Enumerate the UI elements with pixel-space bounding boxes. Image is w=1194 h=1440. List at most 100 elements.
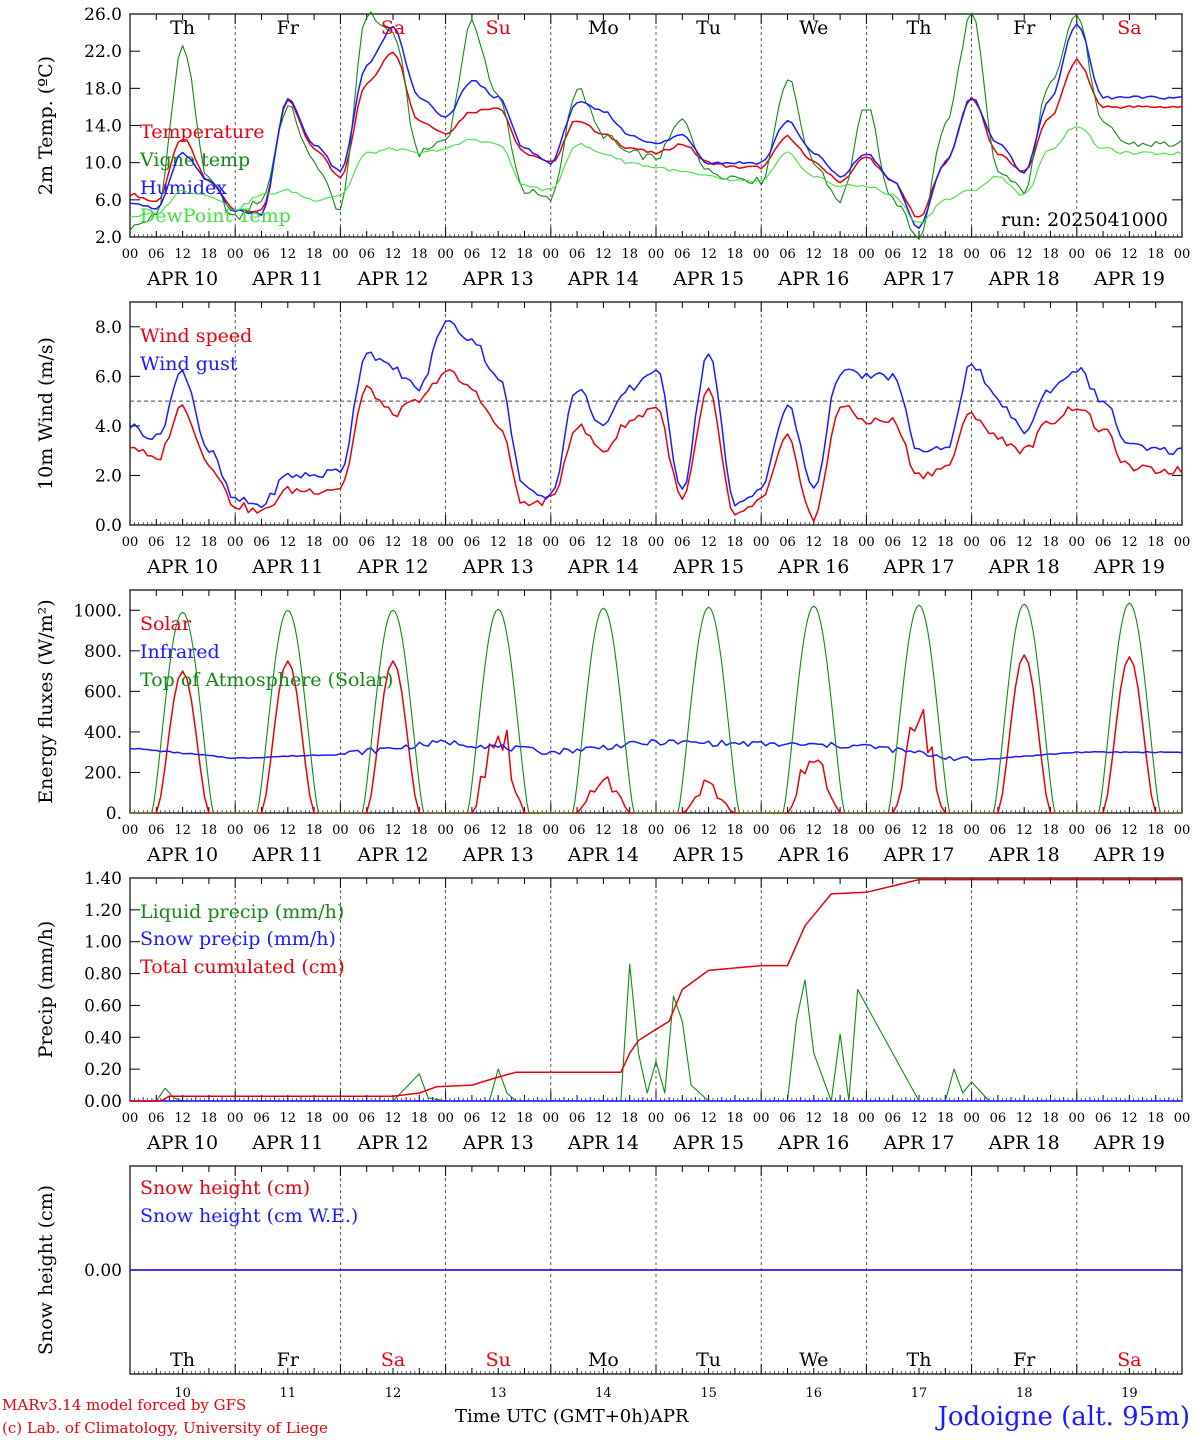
hour-tick-label: 00 [1174, 823, 1191, 838]
y-tick-label: 2.0 [95, 466, 122, 486]
hour-tick-label: 18 [411, 1111, 428, 1126]
hour-tick-label: 12 [385, 823, 402, 838]
date-label: APR 19 [1093, 844, 1165, 866]
day-number-label: 16 [806, 1386, 823, 1401]
weekday-label: Tu [696, 17, 721, 39]
y-tick-label: 6.0 [95, 367, 122, 387]
hour-tick-label: 00 [858, 247, 875, 262]
y-axis-title: 2m Temp. (ºC) [35, 56, 57, 195]
hour-tick-label: 12 [1016, 535, 1033, 550]
y-tick-label: 14.0 [84, 117, 122, 137]
date-label: APR 14 [567, 844, 639, 866]
date-label: APR 10 [146, 556, 218, 578]
hour-tick-label: 12 [174, 247, 191, 262]
hour-tick-label: 18 [1147, 247, 1164, 262]
hour-tick-label: 12 [595, 247, 612, 262]
date-label: APR 14 [567, 1132, 639, 1154]
hour-tick-label: 06 [674, 1111, 691, 1126]
hour-tick-label: 06 [464, 535, 481, 550]
y-tick-label: 0.20 [84, 1060, 122, 1080]
hour-tick-label: 00 [437, 1111, 454, 1126]
y-tick-label: 8.0 [95, 318, 122, 338]
hour-tick-label: 18 [201, 823, 218, 838]
day-number-label: 10 [174, 1386, 191, 1401]
hour-tick-label: 18 [201, 535, 218, 550]
day-number-label: 13 [490, 1386, 507, 1401]
hour-tick-label: 06 [674, 535, 691, 550]
hour-tick-label: 12 [1016, 823, 1033, 838]
hour-tick-label: 00 [122, 823, 139, 838]
hour-tick-label: 18 [516, 823, 533, 838]
hour-tick-label: 06 [148, 247, 165, 262]
date-label: APR 11 [251, 268, 323, 290]
hour-tick-label: 18 [727, 247, 744, 262]
hour-tick-label: 00 [122, 535, 139, 550]
y-tick-label: 0.00 [84, 1261, 122, 1281]
hour-tick-label: 12 [595, 823, 612, 838]
hour-tick-label: 06 [990, 535, 1007, 550]
hour-tick-label: 18 [1042, 823, 1059, 838]
weekday-label: Sa [1117, 17, 1141, 39]
hour-tick-label: 00 [122, 1111, 139, 1126]
date-label: APR 18 [988, 556, 1060, 578]
hour-tick-label: 00 [963, 247, 980, 262]
hour-tick-label: 00 [227, 535, 244, 550]
date-label: APR 10 [146, 844, 218, 866]
hour-tick-label: 06 [1095, 535, 1112, 550]
hour-tick-label: 12 [1121, 247, 1138, 262]
series-line-1-0 [129, 369, 1183, 523]
y-tick-label: 0.0 [95, 516, 122, 536]
hour-tick-label: 12 [911, 1111, 928, 1126]
hour-tick-label: 18 [306, 247, 323, 262]
y-tick-label: 2.0 [95, 228, 122, 248]
hour-tick-label: 06 [884, 535, 901, 550]
hour-tick-label: 12 [174, 535, 191, 550]
day-number-label: 19 [1121, 1386, 1138, 1401]
hour-tick-label: 12 [1121, 1111, 1138, 1126]
hour-tick-label: 12 [490, 823, 507, 838]
plot-frame-2 [129, 589, 1183, 814]
hour-tick-label: 12 [174, 823, 191, 838]
hour-tick-label: 12 [806, 535, 823, 550]
date-label: APR 11 [251, 844, 323, 866]
series-line-2-2 [130, 602, 1182, 814]
date-label: APR 19 [1093, 556, 1165, 578]
weekday-label: Th [170, 1349, 195, 1371]
weekday-label: Fr [1013, 17, 1036, 39]
hour-tick-label: 18 [1147, 535, 1164, 550]
hour-tick-label: 18 [727, 1111, 744, 1126]
y-tick-label: 10.0 [84, 154, 122, 174]
hour-tick-label: 00 [648, 535, 665, 550]
legend-label: Temperature [140, 121, 264, 143]
hour-tick-label: 06 [464, 823, 481, 838]
hour-tick-label: 18 [1042, 535, 1059, 550]
date-label: APR 12 [356, 268, 428, 290]
hour-tick-label: 18 [937, 247, 954, 262]
y-tick-label: 200. [84, 763, 122, 783]
y-axis-title: Snow height (cm) [35, 1185, 57, 1355]
legend-label: DewPoint Temp [140, 205, 291, 227]
date-label: APR 14 [567, 556, 639, 578]
hour-tick-label: 00 [753, 823, 770, 838]
hour-tick-label: 00 [543, 823, 560, 838]
hour-tick-label: 06 [148, 535, 165, 550]
hour-tick-label: 06 [148, 823, 165, 838]
legend-label: Snow height (cm) [140, 1177, 310, 1199]
legend-label: Top of Atmosphere (Solar) [140, 669, 393, 691]
date-label: APR 10 [146, 1132, 218, 1154]
hour-tick-label: 06 [1095, 823, 1112, 838]
y-axis-title: Precip (mm/h) [35, 921, 57, 1059]
date-label: APR 12 [356, 1132, 428, 1154]
legend-label: Humidex [140, 177, 227, 199]
hour-tick-label: 18 [832, 823, 849, 838]
hour-tick-label: 00 [648, 1111, 665, 1126]
hour-tick-label: 18 [411, 823, 428, 838]
hour-tick-label: 12 [700, 247, 717, 262]
date-label: APR 13 [462, 556, 534, 578]
hour-tick-label: 00 [753, 535, 770, 550]
date-label: APR 12 [356, 556, 428, 578]
hour-tick-label: 06 [253, 1111, 270, 1126]
date-label: APR 16 [777, 268, 849, 290]
weekday-label: We [799, 1349, 828, 1371]
hour-tick-label: 06 [569, 535, 586, 550]
